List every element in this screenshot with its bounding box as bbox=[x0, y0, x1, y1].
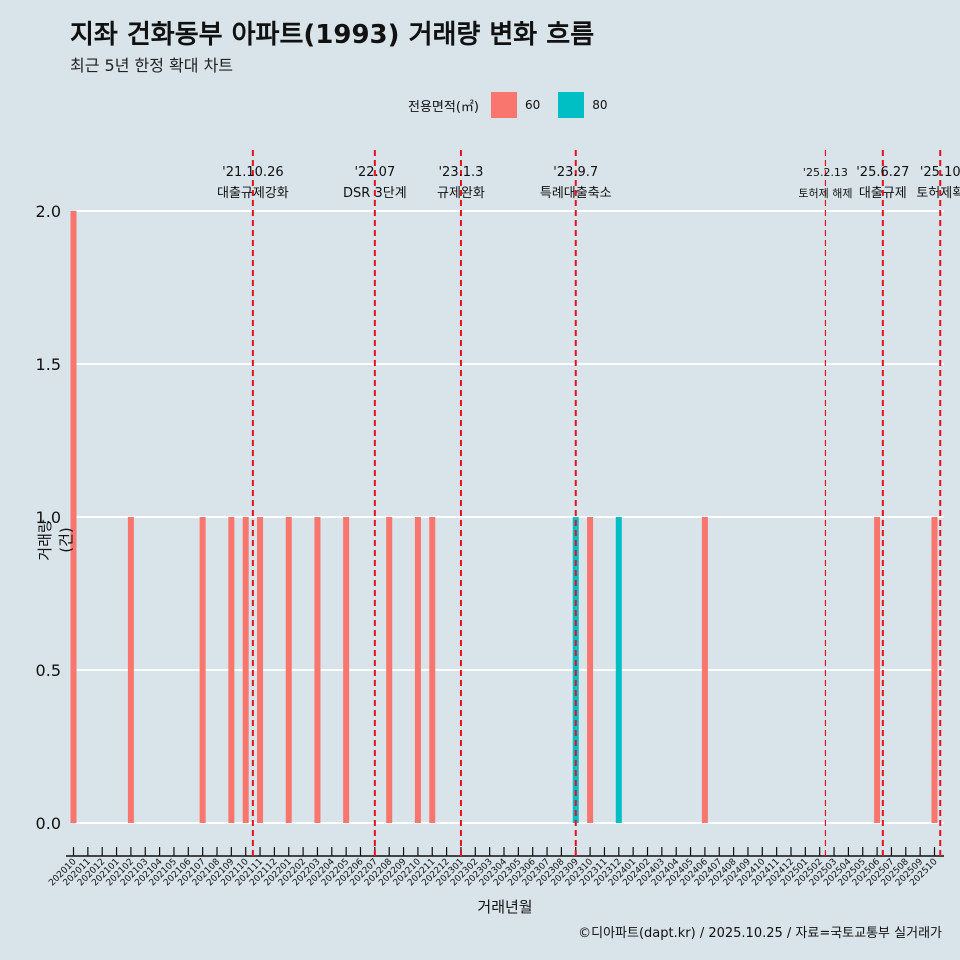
y-tick-label: 0.5 bbox=[36, 661, 61, 680]
event-label: 특례대출축소 bbox=[540, 186, 612, 201]
event-date: '25.6.27 bbox=[856, 165, 909, 180]
event-label: 토허제확 bbox=[916, 186, 960, 201]
bar-60-202506 bbox=[874, 517, 881, 823]
y-tick-label: 1.0 bbox=[36, 508, 61, 527]
bar-60-202310 bbox=[587, 517, 594, 823]
event-date: '23.9.7 bbox=[553, 165, 598, 180]
x-axis-label: 거래년월 bbox=[477, 898, 533, 916]
bar-60-202510 bbox=[931, 517, 938, 823]
bar-60-202205 bbox=[343, 517, 350, 823]
bar-60-202203 bbox=[314, 517, 321, 823]
event-date: '25.2.13 bbox=[803, 166, 848, 179]
legend-title: 전용면적(㎡) bbox=[408, 99, 479, 115]
event-date: '25.10 bbox=[920, 165, 960, 180]
y-tick-label: 2.0 bbox=[36, 202, 61, 221]
bar-60-202201 bbox=[285, 517, 292, 823]
event-date: '22.07 bbox=[354, 165, 395, 180]
chart-title: 지좌 건화동부 아파트(1993) 거래량 변화 흐름 bbox=[70, 20, 595, 50]
event-label: 대출규제 bbox=[859, 186, 907, 201]
bar-60-202111 bbox=[257, 517, 264, 823]
bar-60-202110 bbox=[242, 517, 249, 823]
legend-swatch-60 bbox=[490, 92, 517, 118]
event-label: 규제완화 bbox=[437, 186, 485, 201]
legend: 전용면적(㎡) 60 80 bbox=[408, 92, 618, 118]
bar-60-202208 bbox=[386, 517, 393, 823]
bar-60-202102 bbox=[127, 517, 134, 823]
legend-label-80: 80 bbox=[592, 98, 608, 112]
bar-60-202010 bbox=[70, 211, 77, 823]
bar-60-202211 bbox=[429, 517, 436, 823]
legend-swatch-80 bbox=[558, 92, 585, 118]
legend-label-60: 60 bbox=[524, 98, 541, 112]
event-label: 토허제 해제 bbox=[798, 186, 852, 200]
y-tick-label: 0.0 bbox=[36, 814, 61, 833]
bar-60-202107 bbox=[199, 517, 206, 823]
y-tick-label: 1.5 bbox=[36, 355, 61, 374]
event-label: DSR 3단계 bbox=[343, 186, 407, 201]
event-date: '21.10.26 bbox=[222, 165, 283, 180]
event-date: '23.1.3 bbox=[438, 165, 483, 180]
source-caption: ©디아파트(dapt.kr) / 2025.10.25 / 자료=국토교통부 실… bbox=[578, 926, 942, 941]
event-label: 대출규제강화 bbox=[217, 186, 289, 201]
bar-60-202406 bbox=[701, 517, 708, 823]
y-axis-label: 거래량(건) bbox=[36, 519, 75, 561]
bar-60-202109 bbox=[228, 517, 235, 823]
bar-80-202312 bbox=[615, 517, 622, 823]
bar-60-202210 bbox=[414, 517, 421, 823]
chart-subtitle: 최근 5년 한정 확대 차트 bbox=[70, 56, 234, 75]
